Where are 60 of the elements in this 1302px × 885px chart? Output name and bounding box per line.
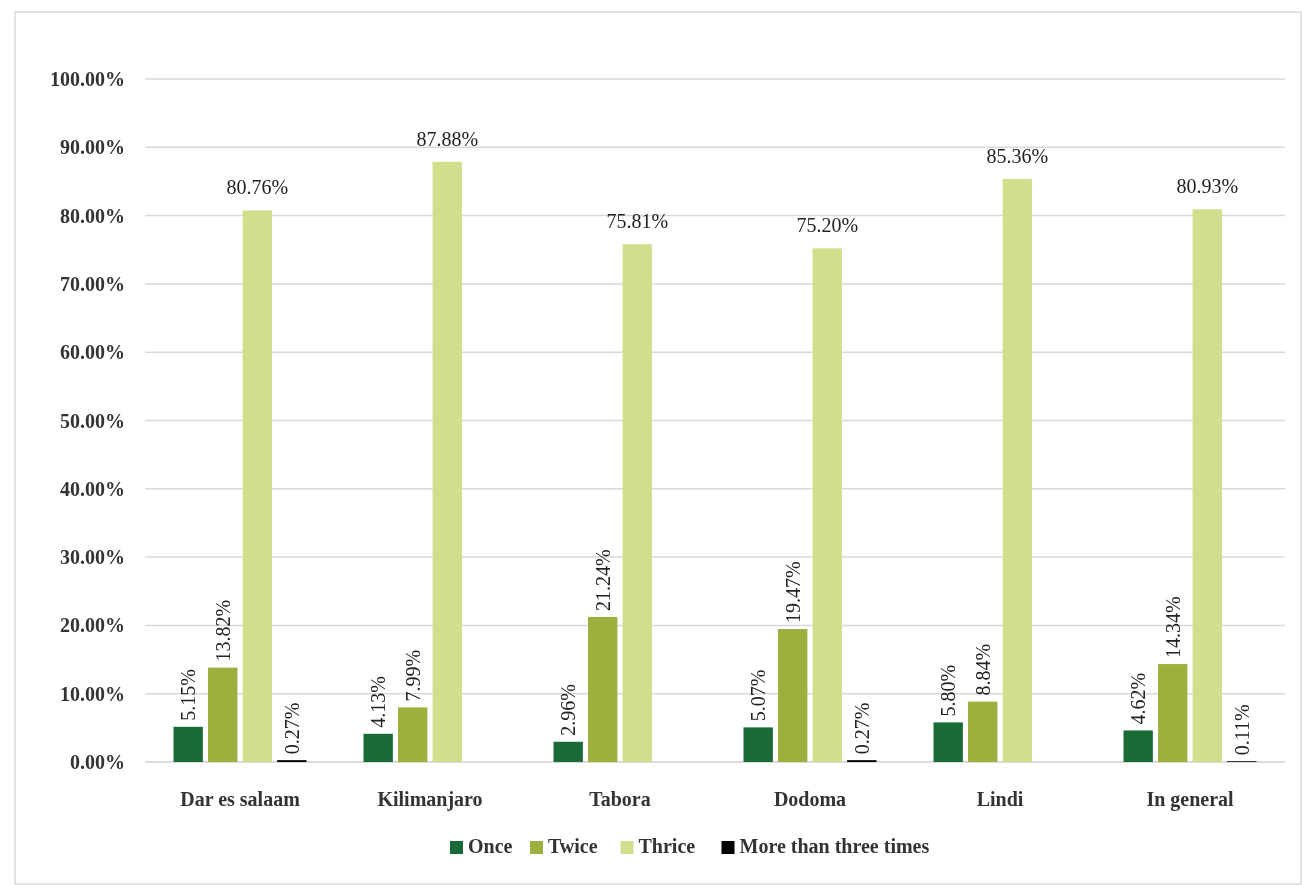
x-tick-label: Dodoma: [773, 788, 847, 810]
y-tick-label: 50.00%: [60, 409, 125, 432]
data-label: 21.24%: [591, 549, 614, 611]
data-label: 19.47%: [781, 561, 804, 624]
y-tick-label: 80.00%: [60, 204, 125, 227]
y-tick-label: 40.00%: [60, 477, 125, 500]
legend-label: More than three times: [739, 835, 930, 857]
data-label: 85.36%: [986, 144, 1049, 167]
data-label: 2.96%: [557, 684, 580, 736]
legend-label: Once: [468, 835, 513, 857]
y-tick-label: 70.00%: [60, 272, 125, 295]
data-label: 5.15%: [177, 669, 200, 721]
data-label: 13.82%: [211, 599, 234, 662]
y-tick-label: 90.00%: [60, 136, 125, 159]
data-label: 80.93%: [1176, 175, 1239, 198]
bar: [588, 616, 618, 762]
bar: [968, 701, 998, 762]
bar: [1002, 178, 1032, 762]
data-label: 5.80%: [937, 664, 960, 717]
legend-label: Twice: [548, 835, 598, 857]
data-label: 8.84%: [971, 643, 994, 696]
data-label: 4.13%: [367, 676, 390, 728]
data-label: 87.88%: [416, 127, 479, 150]
data-label: 80.76%: [226, 176, 289, 199]
bar: [432, 161, 462, 762]
data-label: 5.07%: [747, 669, 770, 722]
bar: [778, 629, 808, 762]
data-label: 7.99%: [401, 649, 424, 702]
data-label: 0.27%: [850, 702, 873, 755]
data-label: 75.20%: [796, 214, 859, 237]
bar: [1158, 664, 1188, 762]
x-tick-label: In general: [1146, 788, 1235, 811]
x-tick-label: Lindi: [976, 788, 1024, 810]
data-label: 4.62%: [1127, 672, 1150, 725]
data-label: 0.27%: [280, 702, 303, 755]
y-tick-label: 10.00%: [60, 682, 125, 705]
bar: [363, 733, 393, 762]
bar: [553, 741, 583, 762]
y-tick-label: 0.00%: [70, 751, 125, 773]
y-tick-label: 30.00%: [60, 546, 125, 569]
bar: [1123, 730, 1153, 762]
legend-label: Thrice: [638, 835, 696, 857]
bar: [812, 248, 842, 762]
y-tick-label: 20.00%: [60, 614, 125, 637]
bar: [173, 726, 203, 762]
bar: [1192, 209, 1222, 762]
y-tick-label: 60.00%: [60, 341, 125, 364]
data-label: 0.11%: [1230, 704, 1253, 756]
data-label: 75.81%: [606, 210, 669, 233]
data-label: 14.34%: [1161, 596, 1184, 659]
bar: [743, 727, 773, 762]
bar: [933, 722, 963, 762]
x-tick-label: Kilimanjaro: [377, 788, 483, 811]
x-tick-label: Tabora: [589, 788, 651, 810]
x-tick-label: Dar es salaam: [180, 788, 301, 810]
bar: [622, 244, 652, 762]
bar: [242, 210, 272, 762]
y-tick-label: 100.00%: [50, 68, 125, 90]
bar: [398, 707, 428, 762]
bar: [208, 667, 238, 762]
